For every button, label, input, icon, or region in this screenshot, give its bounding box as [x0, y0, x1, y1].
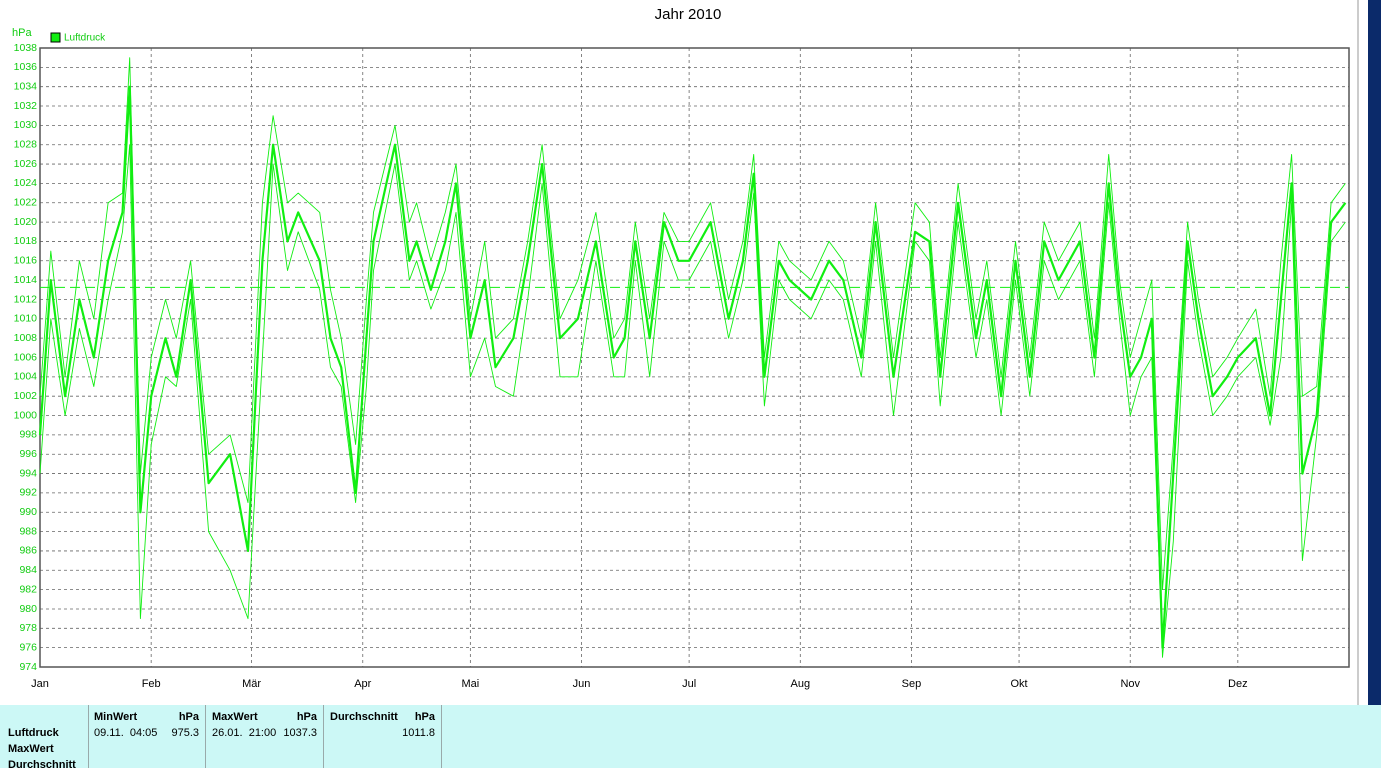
time: 09.11. 04:05	[94, 727, 158, 739]
row-label: MaxWert	[8, 743, 54, 755]
x-tick-label: Mär	[242, 678, 261, 690]
y-tick-label: 1020	[14, 216, 38, 228]
y-tick-label: 976	[19, 641, 37, 653]
header: Durchschnitt	[330, 711, 398, 723]
y-tick-label: 1028	[14, 139, 38, 151]
legend-label: Luftdruck	[64, 33, 106, 44]
chart-title: Jahr 2010	[655, 6, 722, 23]
y-tick-label: 996	[19, 448, 37, 460]
unit: hPa	[414, 711, 435, 723]
y-tick-label: 1006	[14, 351, 38, 363]
time: 26.01. 21:00	[212, 727, 277, 739]
y-tick-label: 1014	[14, 274, 38, 286]
header: MinWert	[94, 711, 138, 723]
y-tick-label: 1000	[14, 409, 38, 421]
y-tick-label: 984	[19, 564, 37, 576]
y-tick-label: 986	[19, 545, 37, 557]
x-tick-label: Nov	[1120, 678, 1140, 690]
x-tick-label: Mai	[461, 678, 479, 690]
y-tick-label: 1012	[14, 293, 38, 305]
y-tick-label: 1022	[14, 197, 38, 209]
y-tick-label: 992	[19, 487, 37, 499]
row-label: Durchschnitt	[8, 759, 76, 771]
y-tick-label: 1036	[14, 61, 38, 73]
column: MaxWert hPa 26.01. 21:00 1037.3	[206, 705, 324, 768]
y-tick-label: 1008	[14, 332, 38, 344]
y-tick-label: 990	[19, 506, 37, 518]
y-tick-label: 998	[19, 429, 37, 441]
y-tick-label: 980	[19, 603, 37, 615]
y-tick-label: 1032	[14, 100, 38, 112]
x-tick-label: Sep	[902, 678, 922, 690]
line-high	[39, 57, 1346, 591]
window-edge	[1368, 0, 1381, 705]
unit: hPa	[296, 711, 317, 723]
value: 1011.8	[402, 727, 435, 739]
y-tick-label: 1026	[14, 158, 38, 170]
y-tick-label: 1010	[14, 313, 38, 325]
y-tick-label: 1038	[14, 42, 38, 54]
line-values	[38, 85, 1347, 649]
x-tick-label: Jul	[682, 678, 696, 690]
y-tick-label: 1016	[14, 255, 38, 267]
row-label: Luftdruck	[8, 727, 59, 739]
row-labels: Luftdruck MaxWert Durchschnitt	[0, 705, 89, 771]
x-tick-label: Aug	[791, 678, 811, 690]
y-tick-label: 994	[19, 467, 37, 479]
y-unit: hPa	[12, 27, 32, 39]
y-tick-label: 988	[19, 525, 37, 537]
x-tick-label: Jun	[573, 678, 591, 690]
unit: hPa	[178, 711, 199, 723]
x-tick-label: Apr	[354, 678, 371, 690]
y-tick-label: 1018	[14, 235, 38, 247]
header: MaxWert	[212, 711, 258, 723]
y-tick-label: 1030	[14, 119, 38, 131]
value: 975.3	[171, 727, 199, 739]
y-tick-label: 1024	[14, 177, 38, 189]
x-tick-label: Jan	[31, 678, 49, 690]
legend-swatch	[50, 32, 61, 43]
value: 1037.3	[283, 727, 317, 739]
y-tick-label: 1004	[14, 371, 38, 383]
x-tick-label: Dez	[1228, 678, 1248, 690]
x-tick-label: Okt	[1010, 678, 1027, 690]
line-low	[39, 144, 1346, 658]
y-tick-label: 1034	[14, 80, 38, 92]
y-tick-label: 1002	[14, 390, 38, 402]
column: MinWert hPa 09.11. 04:05 975.3	[88, 705, 206, 768]
plot-frame	[39, 47, 1350, 668]
y-tick-label: 974	[19, 661, 37, 673]
summary-table: Luftdruck MaxWert Durchschnitt MinWert h…	[0, 705, 1381, 771]
chart: Jahr 2010 hPa Luftdruck 974 976 978 980 982 9…	[12, 0, 1381, 705]
y-tick-label: 978	[19, 622, 37, 634]
y-tick-label: 982	[19, 583, 37, 595]
column: Durchschnitt hPa 1011.8	[324, 705, 442, 768]
x-tick-label: Feb	[142, 678, 161, 690]
